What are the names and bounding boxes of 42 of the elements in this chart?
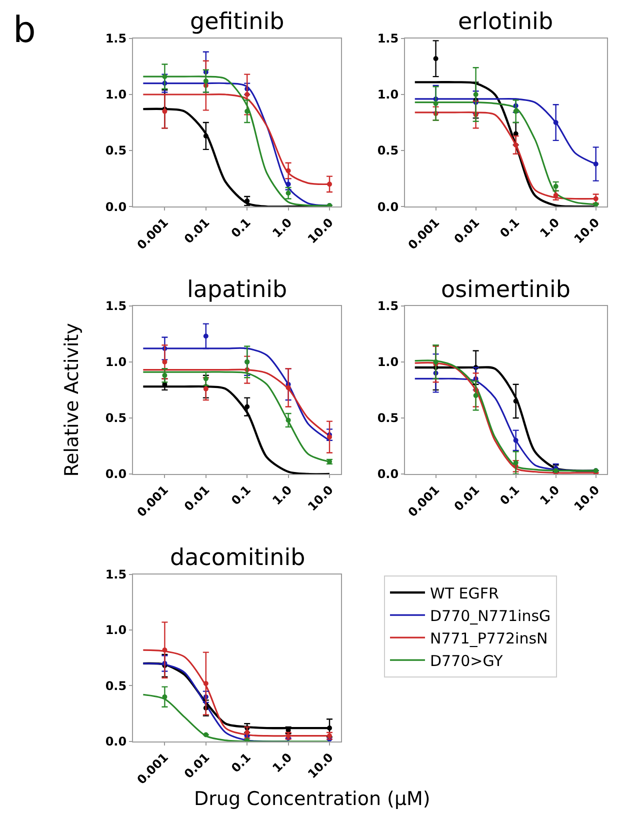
x-tick-label: 1.0 bbox=[537, 215, 562, 240]
y-tick-label: 0.0 bbox=[105, 734, 127, 749]
x-tick-label: 0.1 bbox=[497, 215, 522, 240]
y-tick-label: 1.0 bbox=[105, 623, 127, 638]
y-tick-label: 0.5 bbox=[105, 411, 127, 426]
y-tick-label: 1.0 bbox=[377, 88, 399, 102]
y-tick-label: 0.5 bbox=[377, 144, 399, 158]
x-tick-label: 0.1 bbox=[228, 750, 254, 776]
x-tick-label: 0.1 bbox=[228, 215, 254, 240]
x-tick-label: 1.0 bbox=[270, 482, 295, 508]
y-tick-label: 1.5 bbox=[105, 299, 127, 314]
y-tick-label: 0.0 bbox=[105, 200, 127, 214]
y-tick-label: 1.5 bbox=[377, 32, 399, 46]
y-tick-label: 0.5 bbox=[105, 144, 127, 158]
legend-label: N771_P772insN bbox=[430, 629, 548, 648]
x-tick-label: 1.0 bbox=[270, 750, 295, 776]
chart-title: osimertinib bbox=[441, 277, 570, 303]
y-tick-label: 1.5 bbox=[377, 299, 399, 314]
chart-title: erlotinib bbox=[458, 9, 554, 35]
x-tick-label: 0.1 bbox=[228, 482, 254, 508]
y-axis-title: Relative Activity bbox=[61, 323, 84, 477]
legend-label: WT EGFR bbox=[430, 584, 499, 602]
y-tick-label: 1.5 bbox=[105, 567, 127, 582]
x-tick-label: 0.1 bbox=[497, 482, 522, 508]
y-tick-label: 0.0 bbox=[377, 200, 399, 214]
legend-label: D770>GY bbox=[430, 652, 504, 670]
y-tick-label: 1.0 bbox=[105, 88, 127, 102]
y-tick-label: 1.5 bbox=[105, 32, 127, 46]
y-tick-label: 0.5 bbox=[377, 411, 399, 426]
chart-title: gefitinib bbox=[190, 9, 284, 35]
x-axis-title: Drug Concentration (µM) bbox=[194, 788, 430, 810]
y-tick-label: 0.0 bbox=[377, 467, 399, 482]
chart-title: dacomitinib bbox=[170, 545, 306, 571]
x-tick-label: 1.0 bbox=[270, 215, 295, 240]
x-tick-label: 1.0 bbox=[537, 482, 562, 508]
y-tick-label: 0.0 bbox=[105, 467, 127, 482]
text: b bbox=[13, 10, 36, 51]
y-tick-label: 1.0 bbox=[105, 355, 127, 370]
y-tick-label: 1.0 bbox=[377, 355, 399, 370]
legend-label: D770_N771insG bbox=[430, 606, 551, 625]
chart-title: lapatinib bbox=[187, 277, 288, 303]
y-tick-label: 0.5 bbox=[105, 678, 127, 693]
